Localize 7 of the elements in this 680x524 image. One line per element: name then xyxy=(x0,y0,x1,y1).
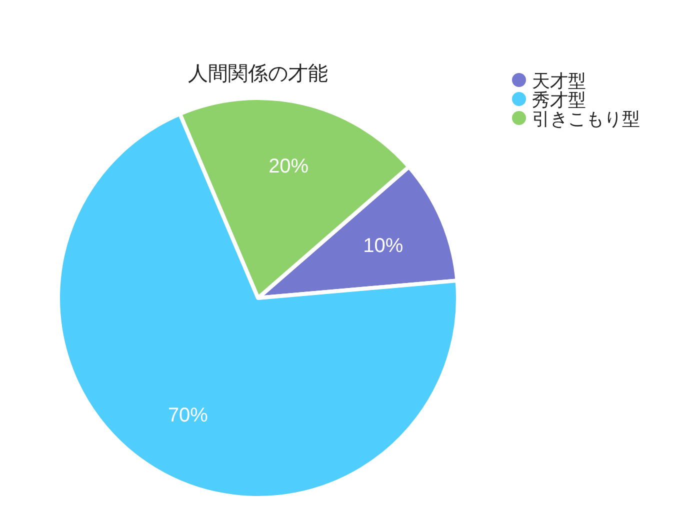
legend-label: 秀才型 xyxy=(532,90,586,110)
legend-label: 引きこもり型 xyxy=(532,109,640,129)
data-label: 70% xyxy=(168,404,208,427)
data-label: 20% xyxy=(268,155,309,178)
chart-title: 人間関係の才能 xyxy=(188,63,328,85)
data-label: 10% xyxy=(363,234,404,257)
legend-label: 天才型 xyxy=(532,71,586,91)
